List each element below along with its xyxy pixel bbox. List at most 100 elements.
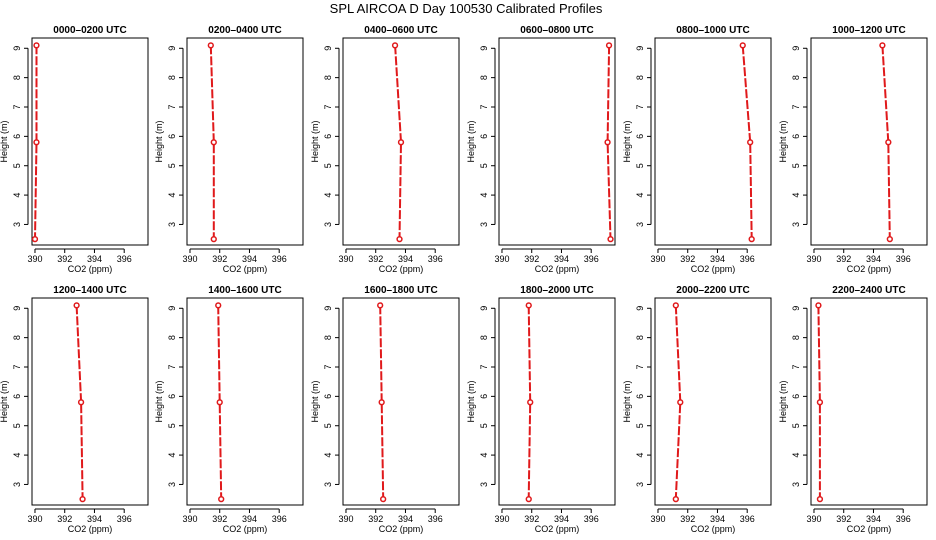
profile-line bbox=[75, 305, 84, 500]
x-tick-label: 390 bbox=[494, 254, 509, 264]
y-tick-label: 6 bbox=[479, 394, 489, 399]
y-tick-label: 8 bbox=[791, 335, 801, 340]
y-tick-label: 5 bbox=[791, 423, 801, 428]
y-tick-label: 4 bbox=[12, 193, 22, 198]
y-tick-label: 7 bbox=[635, 364, 645, 369]
data-point bbox=[816, 495, 824, 503]
data-point bbox=[815, 302, 822, 309]
plot-frame bbox=[654, 37, 772, 246]
data-point bbox=[604, 139, 611, 146]
y-tick-label: 9 bbox=[167, 46, 177, 51]
y-tick-label: 4 bbox=[791, 453, 801, 458]
y-tick-label: 8 bbox=[635, 75, 645, 80]
x-axis-label: CO2 (ppm) bbox=[379, 524, 424, 534]
data-point bbox=[391, 42, 399, 49]
x-tick-label: 394 bbox=[554, 514, 569, 524]
y-tick-label: 4 bbox=[479, 453, 489, 458]
profile-line bbox=[741, 45, 753, 240]
x-tick-label: 390 bbox=[182, 514, 197, 524]
figure-title: SPL AIRCOA D Day 100530 Calibrated Profi… bbox=[330, 1, 603, 16]
x-tick-label: 396 bbox=[428, 514, 443, 524]
y-tick-label: 5 bbox=[479, 423, 489, 428]
x-axis-label: CO2 (ppm) bbox=[68, 264, 113, 274]
x-tick-label: 390 bbox=[182, 254, 197, 264]
y-tick-label: 7 bbox=[791, 104, 801, 109]
data-point bbox=[33, 42, 40, 49]
y-tick-label: 5 bbox=[12, 163, 22, 168]
plot-frame bbox=[810, 37, 928, 246]
y-tick-label: 5 bbox=[791, 163, 801, 168]
panel-title: 1800–2000 UTC bbox=[520, 285, 593, 296]
x-axis-label: CO2 (ppm) bbox=[535, 524, 580, 534]
y-tick-label: 3 bbox=[479, 222, 489, 227]
y-tick-label: 4 bbox=[635, 453, 645, 458]
x-tick-label: 396 bbox=[740, 514, 755, 524]
y-tick-label: 3 bbox=[635, 482, 645, 487]
y-tick-label: 4 bbox=[635, 193, 645, 198]
x-tick-label: 394 bbox=[242, 514, 257, 524]
x-tick-label: 392 bbox=[524, 514, 539, 524]
y-tick-label: 8 bbox=[323, 75, 333, 80]
y-tick-label: 9 bbox=[12, 46, 22, 51]
panel-title: 0400–0600 UTC bbox=[364, 25, 437, 36]
y-tick-label: 5 bbox=[323, 423, 333, 428]
chart-panel: 2200–2400 UTC 390 392 394 396 CO2 (ppm) 3 4 5 6 7 8… bbox=[778, 285, 928, 534]
y-tick-label: 8 bbox=[323, 335, 333, 340]
x-axis-label: CO2 (ppm) bbox=[847, 264, 892, 274]
x-tick-label: 394 bbox=[710, 254, 725, 264]
data-point bbox=[879, 42, 886, 49]
x-tick-label: 396 bbox=[896, 254, 911, 264]
y-tick-label: 4 bbox=[12, 453, 22, 458]
x-axis-label: CO2 (ppm) bbox=[379, 264, 424, 274]
x-tick-label: 390 bbox=[338, 514, 353, 524]
chart-panel: 0400–0600 UTC 390 392 394 396 CO2 (ppm) 3 4 5 6 7 8… bbox=[310, 25, 460, 274]
x-tick-label: 394 bbox=[866, 514, 881, 524]
y-tick-label: 7 bbox=[12, 364, 22, 369]
profile-line bbox=[674, 305, 682, 500]
data-point bbox=[885, 139, 892, 146]
plot-frame bbox=[342, 37, 460, 246]
y-tick-label: 9 bbox=[479, 46, 489, 51]
y-tick-label: 9 bbox=[635, 306, 645, 311]
y-tick-label: 9 bbox=[791, 46, 801, 51]
plot-frame bbox=[498, 297, 616, 506]
data-point bbox=[378, 399, 385, 406]
x-tick-label: 396 bbox=[584, 514, 599, 524]
y-tick-label: 7 bbox=[323, 364, 333, 369]
data-point bbox=[79, 495, 86, 503]
y-tick-label: 3 bbox=[635, 222, 645, 227]
plot-frame bbox=[31, 297, 149, 506]
y-tick-label: 3 bbox=[167, 222, 177, 227]
x-tick-label: 392 bbox=[212, 254, 227, 264]
y-tick-label: 6 bbox=[479, 134, 489, 139]
y-tick-label: 5 bbox=[635, 163, 645, 168]
data-point bbox=[816, 399, 824, 406]
data-point bbox=[33, 139, 40, 146]
y-tick-label: 8 bbox=[635, 335, 645, 340]
x-axis-label: CO2 (ppm) bbox=[847, 524, 892, 534]
x-tick-label: 392 bbox=[836, 514, 851, 524]
y-tick-label: 6 bbox=[12, 134, 22, 139]
data-point bbox=[747, 139, 754, 146]
x-tick-label: 394 bbox=[554, 254, 569, 264]
data-point bbox=[216, 399, 223, 406]
y-tick-label: 3 bbox=[323, 482, 333, 487]
plot-frame bbox=[342, 297, 460, 506]
x-tick-label: 396 bbox=[896, 514, 911, 524]
y-tick-label: 4 bbox=[167, 453, 177, 458]
data-point bbox=[210, 139, 217, 146]
x-tick-label: 392 bbox=[680, 254, 695, 264]
data-point bbox=[397, 139, 405, 146]
x-tick-label: 392 bbox=[212, 514, 227, 524]
data-point bbox=[527, 399, 534, 406]
x-tick-label: 390 bbox=[494, 514, 509, 524]
y-tick-label: 6 bbox=[323, 134, 333, 139]
y-tick-label: 6 bbox=[167, 394, 177, 399]
x-tick-label: 396 bbox=[272, 254, 287, 264]
y-tick-label: 6 bbox=[791, 134, 801, 139]
x-tick-label: 394 bbox=[398, 514, 413, 524]
y-tick-label: 9 bbox=[323, 306, 333, 311]
chart-panel: 0000–0200 UTC 390 392 394 396 CO2 (ppm) 3 4 5 6 7 8… bbox=[0, 25, 149, 274]
x-tick-label: 390 bbox=[806, 514, 821, 524]
